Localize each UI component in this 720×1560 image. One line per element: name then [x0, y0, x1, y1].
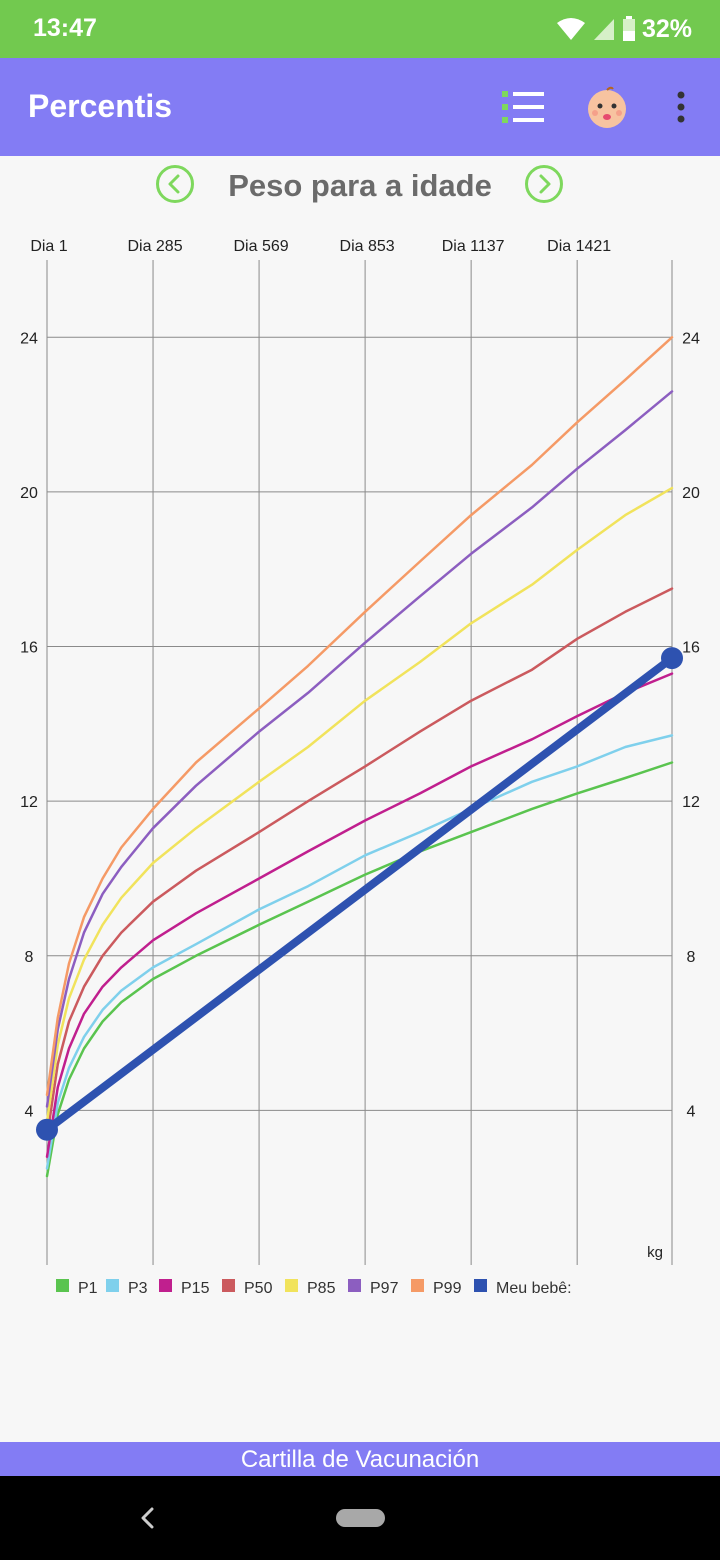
list-button[interactable] [494, 78, 552, 136]
percentile-line-p3 [45, 734, 674, 1170]
bottom-banner[interactable]: Cartilla de Vacunación [0, 1442, 720, 1476]
chart-header: Peso para a idade [0, 160, 720, 212]
legend-label: P50 [244, 1280, 273, 1297]
legend-label: P85 [307, 1280, 336, 1297]
y-tick-label-left: 20 [20, 485, 38, 502]
legend-label: P15 [181, 1280, 210, 1297]
list-icon [502, 91, 544, 123]
y-tick-label-left: 4 [25, 1103, 34, 1120]
legend-swatch [411, 1279, 424, 1292]
x-tick-label: Dia 285 [127, 238, 182, 255]
x-tick-label: Dia 853 [340, 238, 395, 255]
baby-weight-point [36, 1118, 58, 1141]
status-icons: 32% [556, 14, 692, 44]
x-tick-label: Dia 1137 [442, 238, 505, 255]
legend-swatch [474, 1279, 487, 1292]
more-options-button[interactable] [652, 78, 710, 136]
baby-profile-button[interactable] [578, 78, 636, 136]
chart-title: Peso para a idade [228, 168, 492, 203]
more-vert-icon [677, 91, 685, 123]
percentile-line-p15 [45, 672, 674, 1159]
percentile-line-p97 [45, 390, 674, 1108]
y-tick-label-left: 8 [25, 949, 34, 966]
chevron-right-circle-icon[interactable] [524, 164, 564, 204]
legend-label: P97 [370, 1280, 399, 1297]
y-tick-label-right: 20 [682, 485, 700, 502]
y-tick-label-left: 16 [20, 640, 38, 657]
percentile-line-p99 [45, 336, 674, 1097]
legend-swatch [159, 1279, 172, 1292]
legend-swatch [285, 1279, 298, 1292]
battery-icon [622, 16, 635, 41]
y-tick-label-right: 8 [687, 949, 696, 966]
baby-weight-point [661, 647, 683, 670]
x-tick-label: Dia 569 [233, 238, 288, 255]
percentile-chart: Dia 1 Dia 285 Dia 569 Dia 853 Dia 1137 Dia 14… [20, 238, 700, 1297]
legend-label: P99 [433, 1280, 462, 1297]
y-unit-label: kg [647, 1244, 663, 1261]
y-tick-label-left: 24 [20, 330, 38, 347]
legend-label: P1 [78, 1280, 98, 1297]
legend-swatch [348, 1279, 361, 1292]
status-bar: 13:47 32% [0, 0, 720, 58]
battery-percent: 32% [641, 14, 692, 43]
percentile-line-p1 [45, 761, 674, 1178]
navigation-bar [0, 1476, 720, 1560]
y-tick-label-right: 4 [687, 1103, 696, 1120]
wifi-icon [556, 18, 585, 40]
app-bar: Percentis [0, 58, 720, 156]
app-title: Percentis [28, 88, 173, 124]
status-time: 13:47 [33, 14, 97, 42]
y-tick-label-left: 12 [20, 794, 38, 811]
legend-swatch [56, 1279, 69, 1292]
baby-weight-line [43, 654, 676, 1134]
baby-face-icon [588, 86, 626, 128]
legend-label: P3 [128, 1280, 148, 1297]
percentile-line-p50 [45, 587, 674, 1139]
legend-swatch [222, 1279, 235, 1292]
y-tick-label-right: 24 [682, 330, 700, 347]
chevron-left-circle-icon[interactable] [155, 164, 195, 204]
y-tick-label-right: 12 [682, 794, 700, 811]
legend-swatch [106, 1279, 119, 1292]
legend-label: Meu bebê: [496, 1280, 572, 1297]
signal-icon [593, 19, 614, 40]
x-tick-label: Dia 1421 [547, 238, 611, 255]
back-icon[interactable] [130, 1500, 166, 1536]
x-tick-label: Dia 1 [30, 238, 67, 255]
home-pill[interactable] [336, 1509, 385, 1527]
percentile-line-p85 [45, 486, 674, 1124]
y-tick-label-right: 16 [682, 640, 700, 657]
